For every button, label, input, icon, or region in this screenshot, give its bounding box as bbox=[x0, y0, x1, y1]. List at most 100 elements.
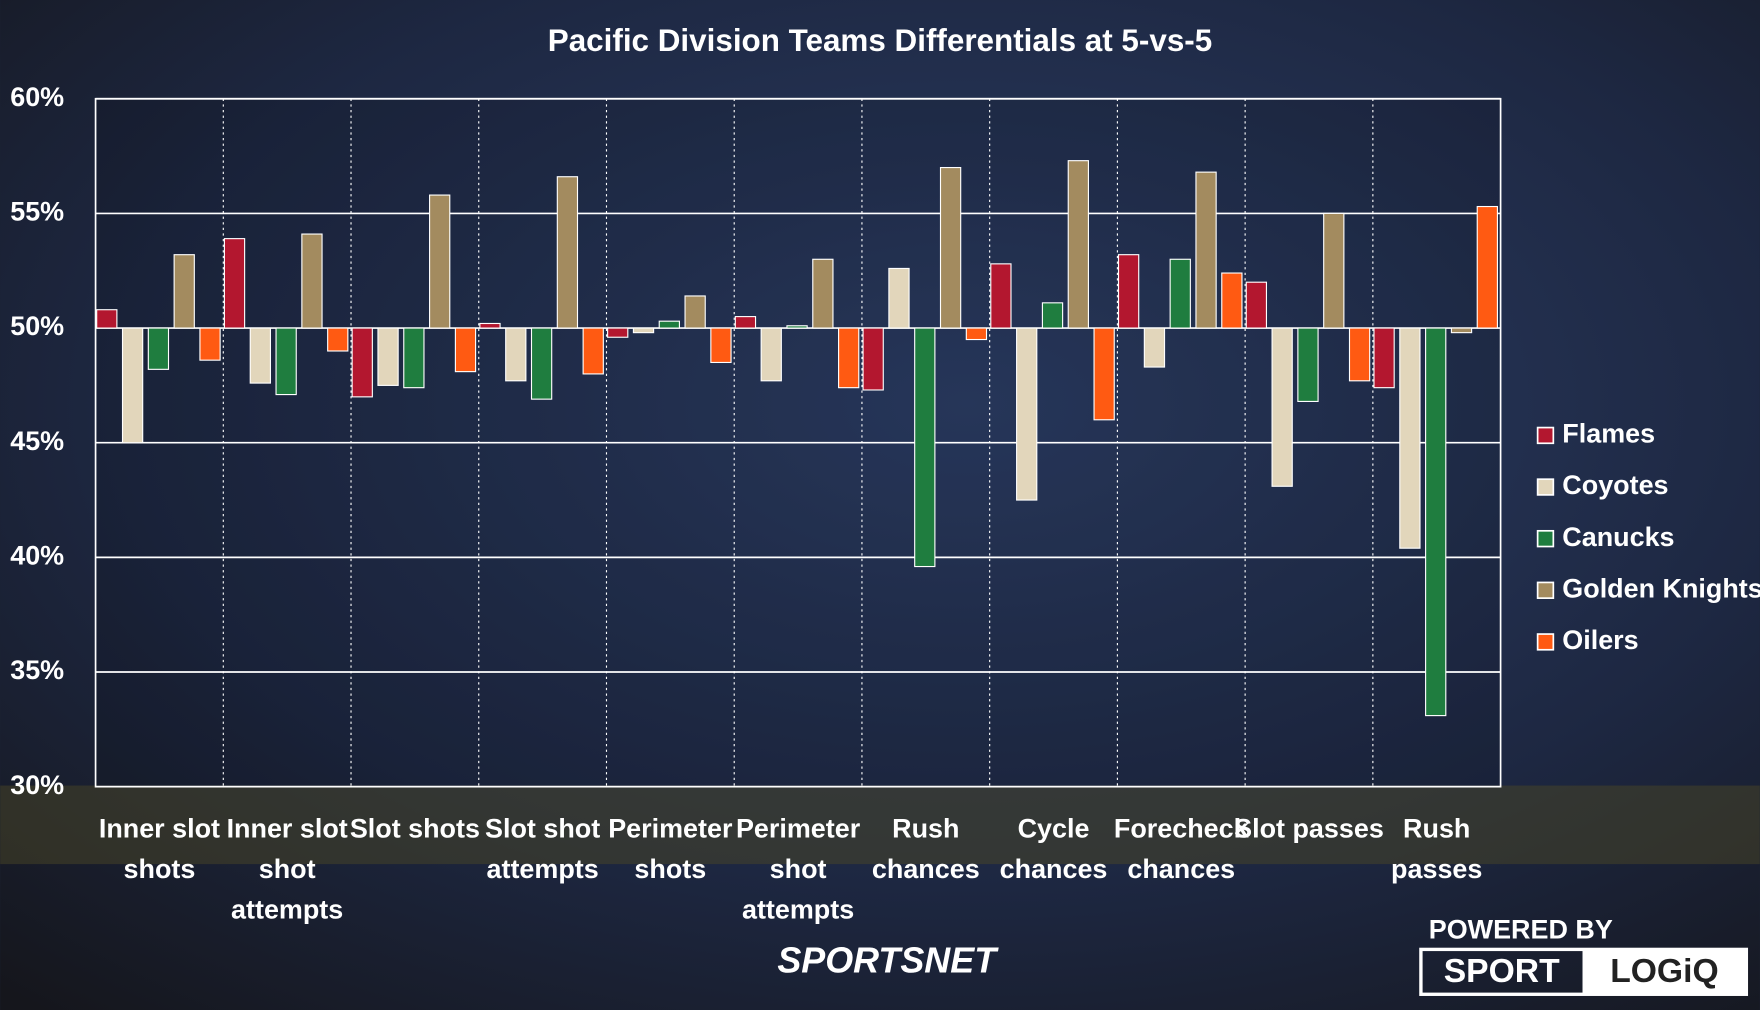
x-tick-label: Slot shot bbox=[485, 814, 600, 844]
bar bbox=[1143, 327, 1166, 368]
bar bbox=[1221, 272, 1243, 329]
y-tick-label: 30% bbox=[10, 770, 64, 800]
legend-swatch bbox=[1536, 478, 1555, 496]
bar bbox=[710, 327, 732, 364]
y-tick-label: 35% bbox=[10, 655, 64, 685]
bar bbox=[1348, 327, 1371, 382]
bar bbox=[1271, 327, 1293, 487]
bar bbox=[1195, 171, 1217, 329]
bar bbox=[888, 267, 910, 329]
bar bbox=[1245, 281, 1268, 329]
bar bbox=[351, 327, 373, 398]
bar bbox=[1093, 327, 1115, 421]
x-tick-label: Inner slot bbox=[99, 814, 220, 844]
x-tick-label: Rush bbox=[1403, 814, 1470, 844]
bar bbox=[1476, 205, 1498, 329]
bar bbox=[1117, 254, 1140, 329]
legend-label: Coyotes bbox=[1562, 470, 1668, 500]
x-tick-label: attempts bbox=[742, 894, 854, 924]
bar bbox=[658, 320, 680, 329]
bar bbox=[582, 327, 604, 375]
y-tick-label: 40% bbox=[10, 540, 64, 570]
x-tick-label: Cycle bbox=[1018, 814, 1090, 844]
bar bbox=[249, 327, 271, 384]
bar bbox=[632, 327, 655, 334]
x-tick-label: shot bbox=[770, 854, 827, 884]
x-tick-label: shots bbox=[634, 854, 706, 884]
legend-swatch bbox=[1536, 426, 1555, 445]
x-tick-label: Perimeter bbox=[608, 814, 733, 844]
logiq-logo: LOGiQ bbox=[1610, 953, 1718, 990]
bar bbox=[556, 176, 579, 329]
x-tick-label: shot bbox=[259, 854, 316, 884]
broadcaster-logo: SPORTSNET bbox=[777, 939, 999, 980]
bar bbox=[173, 254, 195, 329]
bar bbox=[505, 327, 527, 382]
background-band bbox=[0, 785, 1760, 865]
bar bbox=[327, 327, 349, 352]
bar bbox=[684, 295, 706, 329]
x-tick-label: Slot passes bbox=[1234, 814, 1384, 844]
bar bbox=[1169, 258, 1191, 329]
logo-box-fill bbox=[1582, 949, 1747, 995]
bar bbox=[965, 327, 988, 341]
bar bbox=[1323, 212, 1345, 329]
bar bbox=[1297, 327, 1319, 403]
bar bbox=[734, 316, 757, 329]
bar bbox=[479, 322, 501, 329]
legend-swatch bbox=[1536, 529, 1555, 548]
bar bbox=[530, 327, 553, 400]
bar bbox=[1016, 327, 1038, 501]
x-tick-label: passes bbox=[1391, 854, 1482, 884]
x-tick-label: shots bbox=[124, 854, 196, 884]
legend-label: Flames bbox=[1562, 419, 1655, 449]
y-tick-label: 55% bbox=[10, 197, 64, 227]
bar bbox=[1373, 327, 1395, 389]
chart-title: Pacific Division Teams Differentials at … bbox=[548, 23, 1212, 58]
bar bbox=[838, 327, 860, 389]
bar bbox=[454, 327, 477, 373]
legend-label: Oilers bbox=[1562, 625, 1638, 655]
x-tick-label: Inner slot bbox=[227, 814, 348, 844]
bar bbox=[607, 327, 629, 338]
bar bbox=[121, 327, 144, 444]
bar bbox=[223, 238, 246, 329]
x-tick-label: Perimeter bbox=[736, 814, 861, 844]
sport-logo: SPORT bbox=[1444, 953, 1560, 990]
bar bbox=[1067, 160, 1089, 329]
bar bbox=[786, 325, 808, 329]
bar bbox=[1399, 327, 1421, 549]
bar bbox=[199, 327, 221, 361]
bar bbox=[147, 327, 170, 370]
x-tick-label: chances bbox=[1000, 854, 1108, 884]
x-tick-label: chances bbox=[872, 854, 980, 884]
bar bbox=[760, 327, 782, 382]
x-tick-label: attempts bbox=[487, 854, 599, 884]
bar bbox=[812, 258, 834, 329]
legend-label: Golden Knights bbox=[1562, 573, 1760, 603]
bar bbox=[275, 327, 297, 396]
bar bbox=[939, 166, 962, 329]
y-tick-label: 60% bbox=[10, 82, 64, 112]
bar bbox=[1450, 327, 1473, 334]
y-tick-label: 45% bbox=[10, 426, 64, 456]
legend-swatch bbox=[1536, 633, 1555, 651]
x-tick-label: Rush bbox=[892, 814, 959, 844]
bar bbox=[403, 327, 425, 389]
bar bbox=[1425, 327, 1447, 717]
y-tick-label: 50% bbox=[10, 311, 64, 341]
legend-swatch bbox=[1536, 581, 1555, 599]
bar bbox=[301, 233, 323, 329]
bar bbox=[1041, 302, 1064, 329]
bar bbox=[429, 194, 451, 329]
x-tick-label: chances bbox=[1127, 854, 1235, 884]
bar bbox=[914, 327, 936, 568]
bar bbox=[377, 327, 399, 386]
bar bbox=[990, 263, 1012, 329]
x-tick-label: Forecheck bbox=[1114, 814, 1249, 844]
bar bbox=[862, 327, 884, 391]
bar bbox=[96, 309, 118, 329]
legend-label: Canucks bbox=[1562, 522, 1674, 552]
x-tick-label: Slot shots bbox=[350, 814, 480, 844]
